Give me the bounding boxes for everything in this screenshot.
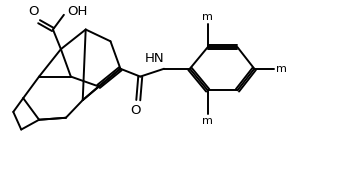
Text: HN: HN xyxy=(144,52,164,65)
Text: O: O xyxy=(28,5,38,18)
Text: m: m xyxy=(276,64,287,74)
Text: m: m xyxy=(202,12,213,22)
Text: m: m xyxy=(202,116,213,126)
Text: O: O xyxy=(130,104,141,117)
Text: OH: OH xyxy=(67,5,87,18)
